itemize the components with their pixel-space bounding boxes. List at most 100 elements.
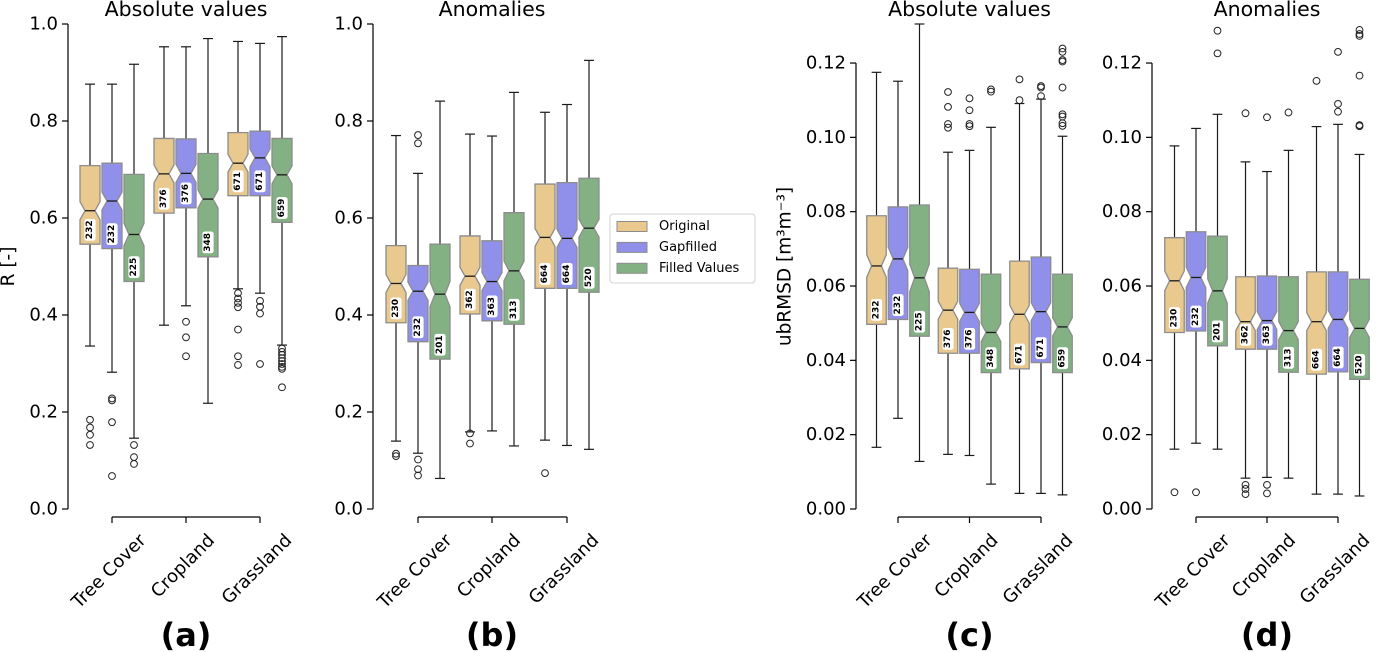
y-axis-label: R [-]: [0, 247, 19, 287]
outlier-point: [108, 396, 116, 405]
outlier-point: [1263, 480, 1271, 489]
box-group-original-cropland: 376: [937, 88, 959, 455]
outlier-point: [108, 418, 116, 427]
outlier-point: [278, 383, 286, 392]
box-gapfilled-tree-cover: [887, 206, 909, 321]
count-label-gapfilled-grassland: 671: [254, 170, 266, 193]
count-label-background: [1353, 353, 1366, 376]
outlier-point: [965, 120, 974, 128]
count-label-gapfilled-grassland: 664: [1332, 346, 1344, 369]
box-filled-values-grassland: [1349, 278, 1370, 380]
box-group-gapfilled-cropland: 363: [1256, 113, 1278, 498]
outlier-point: [1037, 92, 1045, 100]
outlier-point: [1284, 108, 1293, 117]
legend-label: Original: [659, 219, 710, 234]
box-group-filled-values-cropland: 348: [980, 85, 1002, 485]
legend-swatch: [616, 262, 648, 274]
count-label-original-cropland: 362: [1239, 323, 1252, 346]
count-label-background: [1056, 347, 1069, 370]
outlier-point: [1058, 57, 1067, 66]
outlier-point: [965, 122, 974, 131]
count-label-background: [1239, 323, 1252, 346]
outlier-point: [234, 361, 242, 369]
outlier-point: [1170, 488, 1179, 497]
y-tick-label: 0.06: [1102, 276, 1142, 297]
count-label-gapfilled-tree-cover: 232: [412, 316, 424, 339]
box-group-filled-values-grassland: 520: [1349, 26, 1370, 497]
count-label-filled-values-cropland: 313: [508, 298, 520, 321]
panel-title: Anomalies: [439, 0, 546, 21]
box-original-grassland: [534, 183, 556, 289]
count-label-background: [913, 310, 926, 333]
y-axis: 0.0 0.2 0.4 0.6 0.8 1.0: [334, 14, 374, 520]
y-tick-label: 0.2: [334, 402, 363, 423]
outlier-point: [234, 303, 242, 312]
count-label-text: 225: [915, 312, 925, 331]
count-label-background: [892, 294, 904, 316]
box-filled-values-cropland: [197, 152, 219, 258]
box-gapfilled-grassland: [1030, 256, 1052, 364]
count-label-text: 362: [465, 290, 475, 309]
count-label-filled-values-tree-cover: 201: [1211, 320, 1224, 343]
box-group-gapfilled-grassland: 671: [249, 42, 271, 368]
count-label-background: [276, 197, 288, 219]
count-label-text: 313: [1284, 348, 1294, 367]
box-group-filled-values-grassland: 659: [271, 36, 293, 392]
y-tick-label: 0.04: [806, 350, 846, 371]
outlier-point: [1058, 121, 1067, 130]
count-label-background: [128, 256, 140, 279]
outlier-point: [278, 357, 286, 365]
count-label-text: 230: [391, 299, 401, 318]
outlier-point: [278, 362, 286, 371]
count-label-background: [1261, 323, 1273, 346]
count-label-filled-values-grassland: 659: [1056, 347, 1069, 370]
box-group-filled-values-grassland: 659: [1052, 44, 1073, 496]
count-label-original-cropland: 376: [158, 187, 170, 210]
count-label-filled-values-cropland: 348: [985, 347, 997, 370]
outlier-point: [1058, 110, 1067, 119]
y-tick-label: 1.0: [334, 14, 363, 35]
outlier-point: [1241, 485, 1250, 493]
legend-item-filled-values: Filled Values: [616, 261, 739, 276]
box-group-filled-values-cropland: 348: [197, 37, 219, 404]
outlier-point: [392, 449, 400, 458]
count-label-text: 376: [965, 329, 975, 348]
box-group-original-grassland: 671: [1009, 75, 1030, 494]
count-label-text: 363: [487, 297, 497, 316]
panel-letter: (d): [1241, 616, 1293, 652]
count-label-original-tree-cover: 230: [390, 297, 402, 320]
count-label-background: [158, 187, 170, 210]
count-label-gapfilled-cropland: 363: [486, 295, 498, 318]
box-group-gapfilled-grassland: 671: [1030, 82, 1052, 494]
outlier-point: [944, 123, 952, 132]
outlier-point: [182, 352, 190, 361]
outlier-point: [466, 439, 474, 448]
count-label-background: [942, 327, 954, 350]
outlier-point: [234, 298, 242, 307]
count-label-original-cropland: 362: [464, 288, 476, 311]
count-label-background: [1282, 346, 1295, 369]
panel-letter: (b): [466, 616, 518, 652]
count-label-background: [202, 231, 214, 254]
count-label-gapfilled-grassland: 671: [1035, 337, 1047, 360]
count-label-text: 201: [435, 335, 445, 354]
count-label-background: [1332, 346, 1344, 369]
box-group-original-tree-cover: 232: [866, 71, 887, 448]
count-label-background: [434, 333, 446, 356]
box-group-filled-values-tree-cover: 201: [1207, 26, 1228, 450]
outlier-point: [1355, 71, 1364, 80]
box-group-original-grassland: 671: [227, 40, 249, 369]
count-label-original-cropland: 376: [942, 327, 954, 350]
outlier-point: [256, 297, 264, 305]
count-label-original-tree-cover: 232: [870, 298, 883, 321]
outlier-point: [234, 289, 242, 298]
y-tick-label: 0.4: [334, 305, 363, 326]
count-label-text: 348: [986, 349, 996, 368]
outlier-point: [944, 88, 952, 96]
panel-letter: (c): [945, 616, 993, 652]
count-label-gapfilled-tree-cover: 232: [1190, 305, 1202, 328]
outlier-point: [108, 472, 116, 480]
box-group-gapfilled-tree-cover: 232: [101, 83, 123, 480]
plot-area: 232 376 671 232 376 671 225 348 659: [866, 23, 1073, 496]
